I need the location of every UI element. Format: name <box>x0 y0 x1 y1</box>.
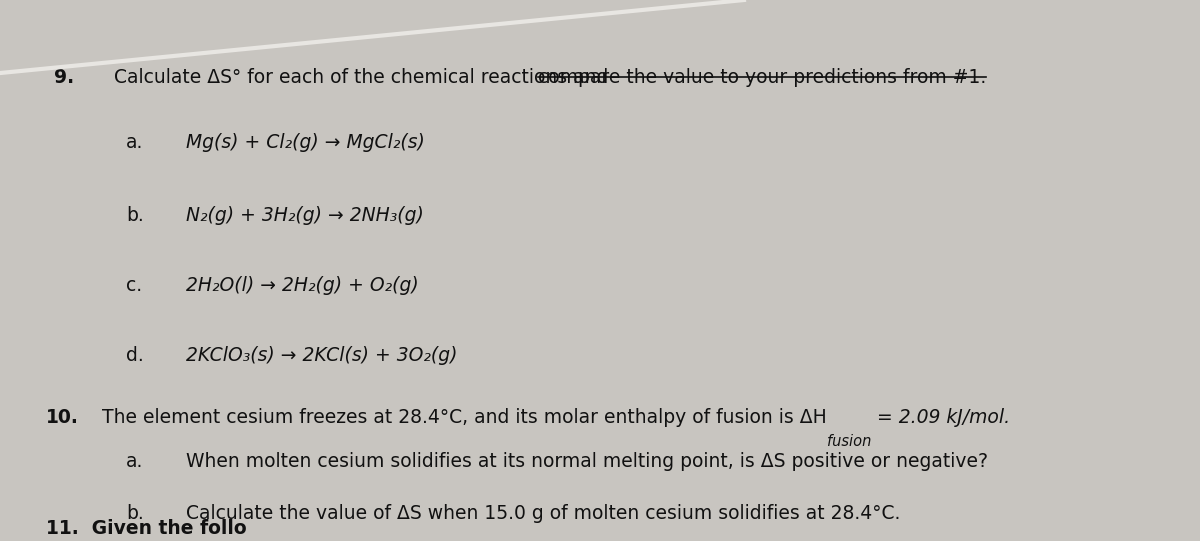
Text: 9.: 9. <box>54 68 74 87</box>
Text: fusion: fusion <box>827 434 871 449</box>
Text: Calculate ΔS° for each of the chemical reactions and: Calculate ΔS° for each of the chemical r… <box>114 68 614 87</box>
Text: a.: a. <box>126 133 143 151</box>
Text: 10.: 10. <box>46 408 78 427</box>
Text: a.: a. <box>126 452 143 471</box>
Text: Calculate the value of ΔS when 15.0 g of molten cesium solidifies at 28.4°C.: Calculate the value of ΔS when 15.0 g of… <box>186 504 900 523</box>
Text: 2H₂O(l) → 2H₂(g) + O₂(g): 2H₂O(l) → 2H₂(g) + O₂(g) <box>186 276 419 295</box>
Text: The element cesium freezes at 28.4°C, and its molar enthalpy of fusion is ΔH: The element cesium freezes at 28.4°C, an… <box>102 408 827 427</box>
Text: 2KClO₃(s) → 2KCl(s) + 3O₂(g): 2KClO₃(s) → 2KCl(s) + 3O₂(g) <box>186 346 457 365</box>
Text: c.: c. <box>126 276 142 295</box>
Text: Mg(s) + Cl₂(g) → MgCl₂(s): Mg(s) + Cl₂(g) → MgCl₂(s) <box>186 133 425 151</box>
Text: = 2.09 kJ/mol.: = 2.09 kJ/mol. <box>871 408 1010 427</box>
Text: When molten cesium solidifies at its normal melting point, is ΔS positive or neg: When molten cesium solidifies at its nor… <box>186 452 988 471</box>
Text: b.: b. <box>126 206 144 225</box>
Text: 11.  Given the follo: 11. Given the follo <box>46 519 246 538</box>
Text: compare the value to your predictions from #1.: compare the value to your predictions fr… <box>538 68 986 87</box>
Text: N₂(g) + 3H₂(g) → 2NH₃(g): N₂(g) + 3H₂(g) → 2NH₃(g) <box>186 206 424 225</box>
Text: d.: d. <box>126 346 144 365</box>
Text: b.: b. <box>126 504 144 523</box>
